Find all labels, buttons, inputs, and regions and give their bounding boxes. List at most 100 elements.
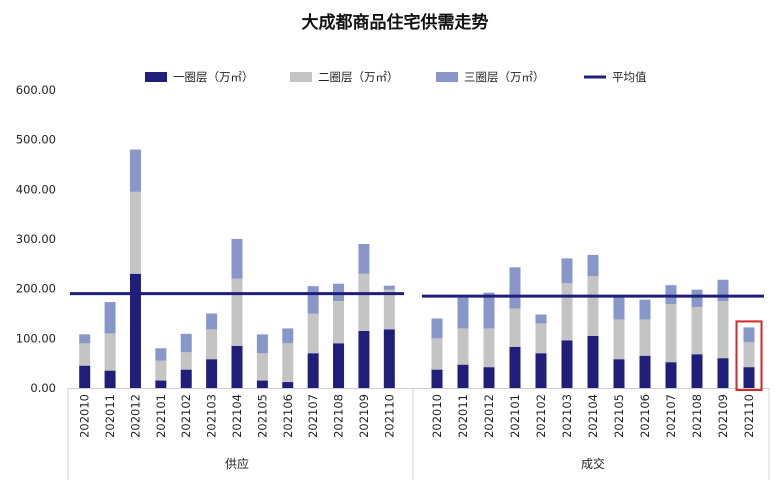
bar-segment bbox=[307, 313, 319, 354]
bar-segment bbox=[155, 348, 167, 361]
bar-segment bbox=[535, 314, 547, 324]
x-tick-label: 202012 bbox=[128, 394, 142, 438]
bar-segment bbox=[457, 297, 469, 329]
bar-segment bbox=[743, 342, 755, 368]
x-tick-label: 202104 bbox=[230, 394, 244, 438]
x-tick-label: 202105 bbox=[255, 394, 269, 438]
bar-segment bbox=[79, 365, 91, 388]
bar-segment bbox=[358, 273, 370, 331]
x-tick-label: 202109 bbox=[716, 394, 730, 438]
bar-segment bbox=[206, 329, 218, 360]
bar-segment bbox=[104, 302, 116, 334]
bar-segment bbox=[180, 352, 192, 370]
bar-segment bbox=[307, 353, 319, 388]
bar-segment bbox=[104, 370, 116, 388]
bar-segment bbox=[129, 149, 141, 192]
y-tick-label: 100.00 bbox=[16, 331, 56, 345]
bar-segment bbox=[231, 239, 243, 279]
bar-segment bbox=[613, 319, 625, 360]
bar-segment bbox=[665, 304, 677, 363]
bar-segment bbox=[431, 318, 443, 339]
group-label: 供应 bbox=[225, 456, 249, 471]
bar-segment bbox=[509, 267, 521, 309]
bar-segment bbox=[691, 289, 703, 308]
bar-segment bbox=[256, 380, 268, 388]
bar-segment bbox=[206, 313, 218, 330]
bar-segment bbox=[307, 286, 319, 314]
x-tick-label: 202011 bbox=[456, 394, 470, 438]
bar-segment bbox=[509, 308, 521, 347]
group-label: 成交 bbox=[581, 456, 605, 471]
x-tick-label: 202012 bbox=[482, 394, 496, 438]
bar-segment bbox=[717, 358, 729, 388]
bar-segment bbox=[665, 362, 677, 388]
x-tick-label: 202010 bbox=[430, 394, 444, 438]
x-tick-label: 202108 bbox=[690, 394, 704, 438]
y-tick-label: 500.00 bbox=[16, 133, 56, 147]
bar-segment bbox=[180, 369, 192, 388]
bar-segment bbox=[457, 364, 469, 388]
bar-segment bbox=[333, 343, 345, 388]
bar-segment bbox=[639, 355, 651, 388]
x-tick-label: 202107 bbox=[306, 394, 320, 438]
x-tick-label: 202103 bbox=[560, 394, 574, 438]
x-tick-label: 202103 bbox=[205, 394, 219, 438]
bar-segment bbox=[561, 283, 573, 341]
x-tick-label: 202109 bbox=[357, 394, 371, 438]
bar-segment bbox=[613, 359, 625, 388]
bar-segment bbox=[717, 301, 729, 359]
bar-segment bbox=[535, 353, 547, 388]
x-tick-label: 202110 bbox=[382, 394, 396, 438]
y-tick-label: 300.00 bbox=[16, 232, 56, 246]
legend: 一圈层（万㎡） 二圈层（万㎡） 三圈层（万㎡） 平均值 bbox=[145, 70, 647, 84]
bar-segment bbox=[383, 289, 395, 330]
x-tick-label: 202106 bbox=[281, 394, 295, 438]
x-tick-label: 202110 bbox=[742, 394, 756, 438]
bar-segment bbox=[691, 307, 703, 355]
bar-segment bbox=[79, 343, 91, 366]
bar-segment bbox=[282, 343, 294, 383]
bar-segment bbox=[383, 285, 395, 290]
legend-swatch-1 bbox=[145, 72, 167, 82]
bar-segment bbox=[282, 328, 294, 344]
legend-label: 平均值 bbox=[612, 70, 647, 84]
bar-segment bbox=[509, 346, 521, 388]
bar-segment bbox=[431, 369, 443, 388]
x-tick-label: 202011 bbox=[103, 394, 117, 438]
x-tick-label: 202101 bbox=[508, 394, 522, 438]
bar-segment bbox=[717, 279, 729, 302]
bar-segment bbox=[358, 330, 370, 388]
bar-segment bbox=[231, 345, 243, 388]
x-tick-label: 202106 bbox=[638, 394, 652, 438]
bar-segment bbox=[383, 329, 395, 388]
legend-label: 三圈层（万㎡） bbox=[464, 70, 545, 84]
bar-segment bbox=[639, 319, 651, 356]
x-axis: 202010 202011 202012 202101 202102 202103 2021… bbox=[67, 388, 770, 480]
x-tick-label: 202010 bbox=[78, 394, 92, 438]
x-tick-label: 202104 bbox=[586, 394, 600, 438]
bar-segment bbox=[483, 328, 495, 368]
x-tick-label: 202102 bbox=[179, 394, 193, 438]
average-lines bbox=[70, 292, 764, 298]
bar-segment bbox=[431, 338, 443, 370]
bar-segment bbox=[483, 367, 495, 388]
bar-segment bbox=[613, 297, 625, 320]
bar-segment bbox=[206, 359, 218, 388]
bar-segment bbox=[282, 382, 294, 388]
y-tick-label: 200.00 bbox=[16, 282, 56, 296]
bar-segment bbox=[587, 254, 599, 277]
bar-segment bbox=[561, 258, 573, 284]
bar-segment bbox=[587, 276, 599, 336]
bars bbox=[79, 149, 763, 392]
bar-segment bbox=[457, 328, 469, 365]
legend-label: 一圈层（万㎡） bbox=[173, 70, 254, 84]
bar-segment bbox=[155, 380, 167, 388]
legend-swatch-3 bbox=[436, 72, 458, 82]
bar-segment bbox=[333, 301, 345, 344]
y-axis: 0.00 100.00 200.00 300.00 400.00 500.00 600.00 bbox=[16, 83, 770, 395]
x-tick-label: 202102 bbox=[534, 394, 548, 438]
bar-segment bbox=[587, 335, 599, 388]
bar-segment bbox=[358, 243, 370, 274]
